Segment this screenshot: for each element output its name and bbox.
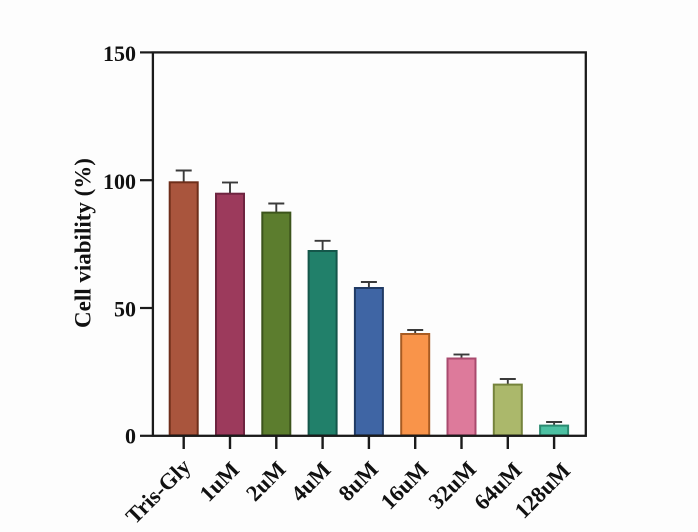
svg-text:0: 0 bbox=[125, 424, 136, 449]
svg-text:Cell viability (%): Cell viability (%) bbox=[71, 158, 96, 328]
svg-text:100: 100 bbox=[103, 169, 136, 194]
svg-text:150: 150 bbox=[103, 41, 136, 66]
svg-text:50: 50 bbox=[114, 297, 136, 322]
